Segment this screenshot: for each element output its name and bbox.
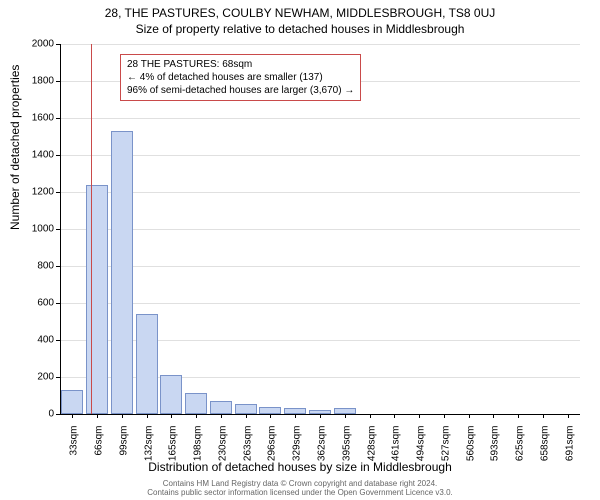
y-axis-label: Number of detached properties — [8, 65, 22, 230]
bar — [235, 404, 257, 414]
bar — [111, 131, 133, 414]
xtick-mark — [370, 414, 371, 418]
gridline — [60, 266, 580, 267]
gridline — [60, 44, 580, 45]
xtick-mark — [394, 414, 395, 418]
xtick-mark — [147, 414, 148, 418]
xtick-mark — [568, 414, 569, 418]
x-axis-label: Distribution of detached houses by size … — [0, 460, 600, 474]
bar — [185, 393, 207, 414]
bar — [136, 314, 158, 414]
plot-area: 33sqm66sqm99sqm132sqm165sqm198sqm230sqm2… — [60, 44, 580, 414]
gridline — [60, 303, 580, 304]
xtick-mark — [171, 414, 172, 418]
xtick-mark — [295, 414, 296, 418]
ytick-label: 1000 — [14, 224, 54, 235]
xtick-mark — [419, 414, 420, 418]
annotation-line: ← 4% of detached houses are smaller (137… — [127, 71, 354, 84]
gridline — [60, 229, 580, 230]
main-title: 28, THE PASTURES, COULBY NEWHAM, MIDDLES… — [0, 0, 600, 20]
xtick-mark — [444, 414, 445, 418]
xtick-mark — [196, 414, 197, 418]
ytick-label: 1800 — [14, 76, 54, 87]
xtick-mark — [97, 414, 98, 418]
bar — [259, 407, 281, 414]
ytick-label: 800 — [14, 261, 54, 272]
chart: 33sqm66sqm99sqm132sqm165sqm198sqm230sqm2… — [60, 44, 580, 414]
ytick-label: 0 — [14, 409, 54, 420]
bar — [86, 185, 108, 414]
y-axis — [60, 44, 61, 414]
gridline — [60, 118, 580, 119]
ytick-label: 2000 — [14, 39, 54, 50]
ytick-label: 1400 — [14, 150, 54, 161]
xtick-mark — [246, 414, 247, 418]
xtick-mark — [518, 414, 519, 418]
footer-line-2: Contains public sector information licen… — [0, 489, 600, 498]
xtick-mark — [345, 414, 346, 418]
ytick-label: 200 — [14, 372, 54, 383]
xtick-mark — [72, 414, 73, 418]
ytick-label: 1200 — [14, 187, 54, 198]
bar — [210, 401, 232, 414]
bar — [160, 375, 182, 414]
ytick-label: 1600 — [14, 113, 54, 124]
xtick-mark — [221, 414, 222, 418]
annotation-line: 28 THE PASTURES: 68sqm — [127, 58, 354, 71]
footer: Contains HM Land Registry data © Crown c… — [0, 480, 600, 498]
xtick-mark — [270, 414, 271, 418]
gridline — [60, 155, 580, 156]
bar — [61, 390, 83, 414]
annotation-line: 96% of semi-detached houses are larger (… — [127, 84, 354, 97]
xtick-mark — [469, 414, 470, 418]
xtick-mark — [493, 414, 494, 418]
ytick-label: 400 — [14, 335, 54, 346]
sub-title: Size of property relative to detached ho… — [0, 20, 600, 36]
xtick-mark — [122, 414, 123, 418]
gridline — [60, 192, 580, 193]
xtick-mark — [320, 414, 321, 418]
reference-line — [91, 44, 92, 414]
annotation-box: 28 THE PASTURES: 68sqm← 4% of detached h… — [120, 54, 361, 101]
xtick-mark — [543, 414, 544, 418]
ytick-label: 600 — [14, 298, 54, 309]
